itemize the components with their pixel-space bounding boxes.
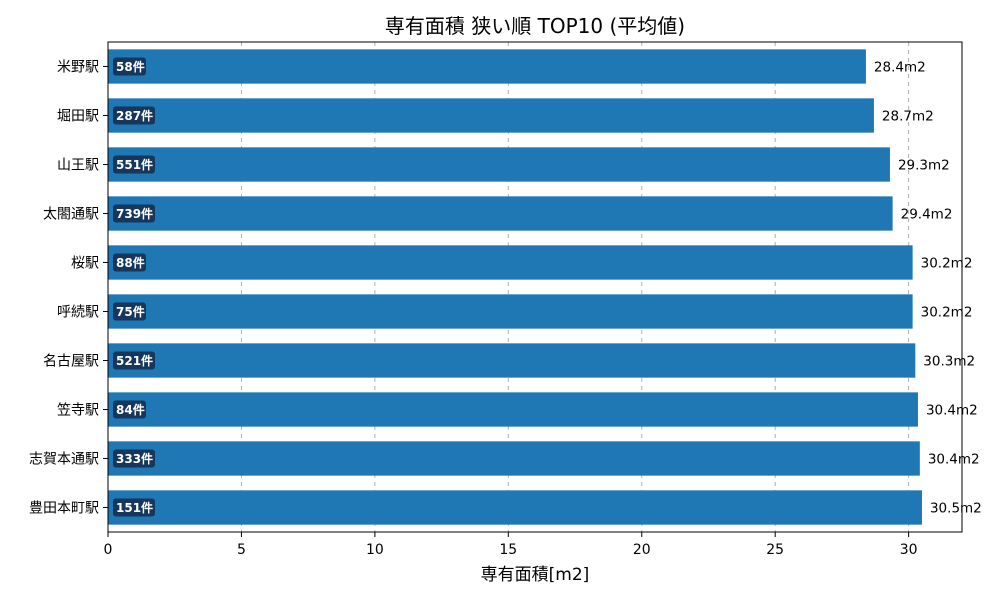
- value-label: 30.3m2: [923, 354, 975, 370]
- count-badge: [113, 351, 155, 370]
- value-label: 28.4m2: [874, 60, 926, 76]
- value-label: 30.4m2: [928, 452, 980, 468]
- category-label: 豊田本町駅: [29, 501, 99, 517]
- category-label: 名古屋駅: [43, 354, 99, 370]
- bar: [108, 49, 866, 84]
- count-label: 551件: [116, 157, 153, 172]
- bar: [108, 441, 920, 476]
- count-label: 739件: [116, 206, 153, 221]
- bar: [108, 490, 922, 525]
- x-tick-label: 10: [366, 542, 384, 558]
- category-label: 米野駅: [57, 60, 99, 76]
- x-tick-label: 0: [104, 542, 113, 558]
- count-label: 151件: [116, 500, 153, 515]
- count-badge: [113, 57, 146, 76]
- category-label: 太閤通駅: [43, 207, 99, 223]
- count-badge: [113, 400, 146, 419]
- count-label: 75件: [116, 304, 145, 319]
- count-badge: [113, 498, 155, 517]
- value-label: 30.2m2: [921, 305, 973, 321]
- bar: [108, 196, 893, 231]
- category-label: 笠寺駅: [57, 403, 99, 419]
- bar: [108, 294, 913, 329]
- category-label: 堀田駅: [57, 109, 99, 125]
- count-badge: [113, 302, 146, 321]
- value-label: 29.4m2: [901, 207, 953, 223]
- bar: [108, 343, 916, 378]
- value-label: 30.4m2: [926, 403, 978, 419]
- count-label: 88件: [116, 255, 145, 270]
- category-label: 桜駅: [71, 256, 99, 272]
- x-tick-label: 25: [766, 542, 784, 558]
- x-tick-label: 20: [633, 542, 651, 558]
- axes: 0 5 10 15 20 25 30: [103, 66, 918, 558]
- count-label: 333件: [116, 451, 153, 466]
- value-label: 28.7m2: [882, 109, 934, 125]
- count-badge: [113, 106, 155, 125]
- bar: [108, 245, 913, 280]
- value-label: 29.3m2: [898, 158, 950, 174]
- count-label: 521件: [116, 353, 153, 368]
- value-label: 30.5m2: [930, 501, 982, 517]
- count-label: 58件: [116, 59, 145, 74]
- plot-frame: [107, 41, 963, 533]
- value-label: 30.2m2: [921, 256, 973, 272]
- count-badge: [113, 253, 146, 272]
- x-tick-label: 5: [237, 542, 246, 558]
- count-label: 287件: [116, 108, 153, 123]
- category-label: 山王駅: [57, 158, 99, 174]
- bar: [108, 98, 874, 133]
- category-label: 志賀本通駅: [29, 452, 99, 468]
- bar: [108, 392, 918, 427]
- count-badge: [113, 449, 155, 468]
- count-label: 84件: [116, 402, 145, 417]
- bars: [108, 49, 922, 525]
- x-axis-label: 専有面積[m2]: [481, 565, 590, 585]
- count-badge: [113, 155, 155, 174]
- x-tick-label: 30: [900, 542, 918, 558]
- count-badge: [113, 204, 155, 223]
- category-label: 呼続駅: [57, 304, 99, 321]
- chart-title: 専有面積 狭い順 TOP10 (平均値): [385, 14, 685, 38]
- x-tick-label: 15: [499, 542, 517, 558]
- bar: [108, 147, 890, 182]
